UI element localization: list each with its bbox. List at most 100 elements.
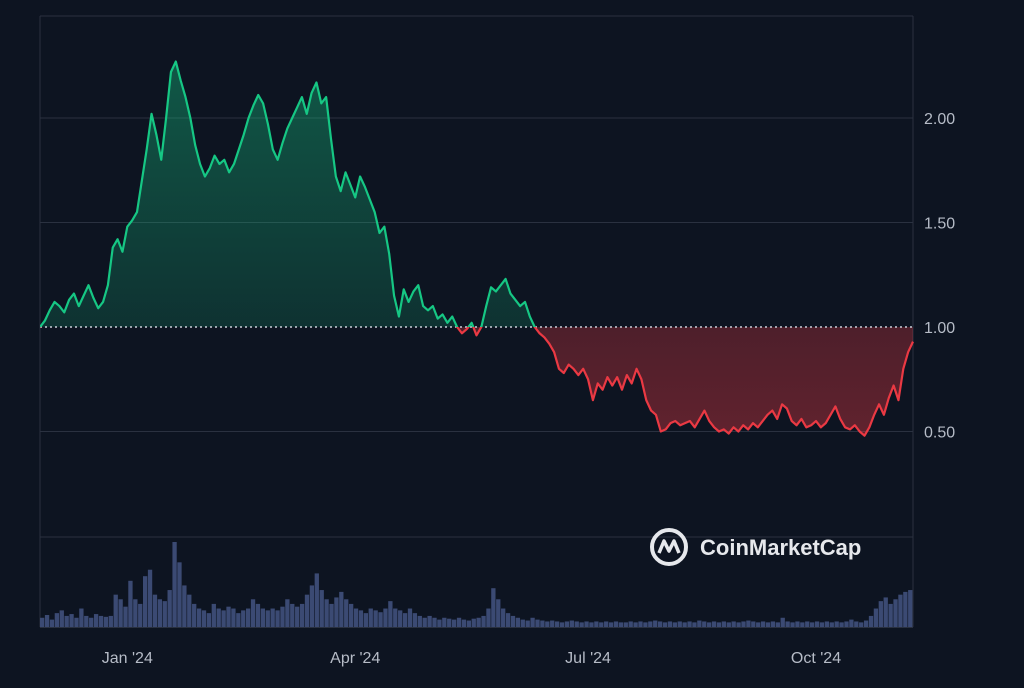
volume-bar bbox=[285, 599, 290, 627]
volume-bar bbox=[49, 619, 55, 627]
volume-bar bbox=[79, 608, 84, 627]
y-tick-label: 1.00 bbox=[924, 320, 955, 337]
volume-bar bbox=[800, 622, 805, 627]
volume-bar bbox=[510, 615, 516, 627]
volume-bar bbox=[530, 617, 535, 627]
volume-bar bbox=[44, 614, 50, 627]
volume-bar bbox=[172, 542, 177, 627]
volume-bar bbox=[128, 580, 133, 627]
y-tick-label: 1.50 bbox=[924, 216, 955, 233]
volume-bar bbox=[790, 622, 795, 627]
volume-bar bbox=[657, 621, 663, 627]
volume-bar bbox=[103, 616, 109, 627]
volume-bar bbox=[834, 621, 839, 627]
volume-bar bbox=[805, 621, 810, 627]
volume-bar bbox=[309, 585, 315, 627]
volume-bars bbox=[40, 542, 913, 627]
volume-bar bbox=[893, 599, 898, 627]
volume-bar bbox=[540, 620, 545, 627]
price-line-up bbox=[40, 60, 537, 327]
volume-bar bbox=[863, 620, 869, 627]
volume-bar bbox=[231, 608, 236, 627]
volume-bar bbox=[613, 621, 619, 627]
volume-bar bbox=[564, 621, 570, 627]
volume-bar bbox=[795, 621, 800, 627]
volume-bar bbox=[412, 613, 418, 627]
volume-bar bbox=[241, 610, 246, 627]
volume-bar bbox=[138, 603, 143, 627]
volume-bar bbox=[182, 585, 187, 627]
volume-bar bbox=[780, 617, 785, 627]
volume-bar bbox=[844, 621, 849, 627]
volume-bar bbox=[216, 608, 221, 627]
volume-bar bbox=[653, 620, 658, 627]
volume-bar bbox=[255, 603, 261, 627]
y-tick-label: 2.00 bbox=[924, 111, 955, 128]
volume-bar bbox=[157, 599, 163, 627]
volume-bar bbox=[196, 608, 202, 627]
volume-bar bbox=[295, 606, 300, 627]
volume-bar bbox=[245, 608, 251, 627]
volume-bar bbox=[442, 617, 447, 627]
x-tick-label: Jul '24 bbox=[565, 650, 611, 667]
volume-bar bbox=[731, 621, 736, 627]
x-tick-label: Oct '24 bbox=[791, 650, 841, 667]
volume-bar bbox=[711, 621, 717, 627]
volume-bar bbox=[873, 608, 879, 627]
volume-bar bbox=[505, 613, 511, 627]
x-tick-label: Jan '24 bbox=[102, 650, 153, 667]
volume-bar bbox=[447, 618, 452, 627]
volume-bar bbox=[123, 606, 128, 627]
volume-bar bbox=[515, 617, 521, 627]
volume-bar bbox=[775, 622, 780, 627]
volume-bar bbox=[334, 597, 339, 627]
volume-bar bbox=[113, 594, 118, 627]
volume-bar bbox=[226, 606, 231, 627]
coinmarketcap-watermark: CoinMarketCap bbox=[650, 528, 861, 566]
brand-name: CoinMarketCap bbox=[700, 535, 861, 560]
volume-bar bbox=[594, 621, 599, 627]
volume-bar bbox=[74, 617, 79, 627]
volume-bar bbox=[393, 608, 398, 627]
volume-bar bbox=[152, 594, 158, 627]
volume-bar bbox=[496, 599, 501, 627]
volume-bar bbox=[574, 621, 579, 627]
volume-bar bbox=[486, 608, 491, 627]
volume-bar bbox=[716, 622, 722, 627]
volume-bar bbox=[751, 621, 756, 627]
volume-bar bbox=[147, 569, 153, 627]
volume-bar bbox=[854, 621, 859, 627]
volume-bar bbox=[859, 622, 864, 627]
volume-bar bbox=[461, 619, 467, 627]
volume-bar bbox=[814, 621, 820, 627]
volume-bar bbox=[638, 621, 643, 627]
price-line bbox=[40, 60, 914, 437]
volume-bar bbox=[898, 594, 903, 627]
price-area bbox=[40, 61, 913, 436]
volume-bar bbox=[59, 610, 64, 627]
volume-bar bbox=[118, 599, 123, 627]
volume-bar bbox=[579, 622, 584, 627]
volume-bar bbox=[402, 613, 408, 627]
volume-bar bbox=[623, 622, 628, 627]
volume-bar bbox=[211, 603, 216, 627]
volume-bar bbox=[829, 622, 834, 627]
volume-bar bbox=[584, 621, 589, 627]
area-above-baseline bbox=[40, 61, 913, 327]
volume-bar bbox=[888, 603, 893, 627]
volume-bar bbox=[84, 615, 89, 627]
volume-bar bbox=[353, 608, 359, 627]
volume-bar bbox=[618, 622, 624, 627]
volume-bar bbox=[64, 615, 69, 627]
volume-bar bbox=[388, 601, 393, 627]
volume-bar bbox=[868, 615, 874, 627]
volume-bar bbox=[633, 622, 638, 627]
volume-bar bbox=[554, 621, 560, 627]
volume-bar bbox=[643, 622, 648, 627]
volume-bar bbox=[667, 621, 673, 627]
volume-bar bbox=[427, 615, 432, 627]
volume-bar bbox=[770, 621, 776, 627]
volume-bar bbox=[54, 613, 60, 627]
volume-bar bbox=[142, 576, 148, 627]
